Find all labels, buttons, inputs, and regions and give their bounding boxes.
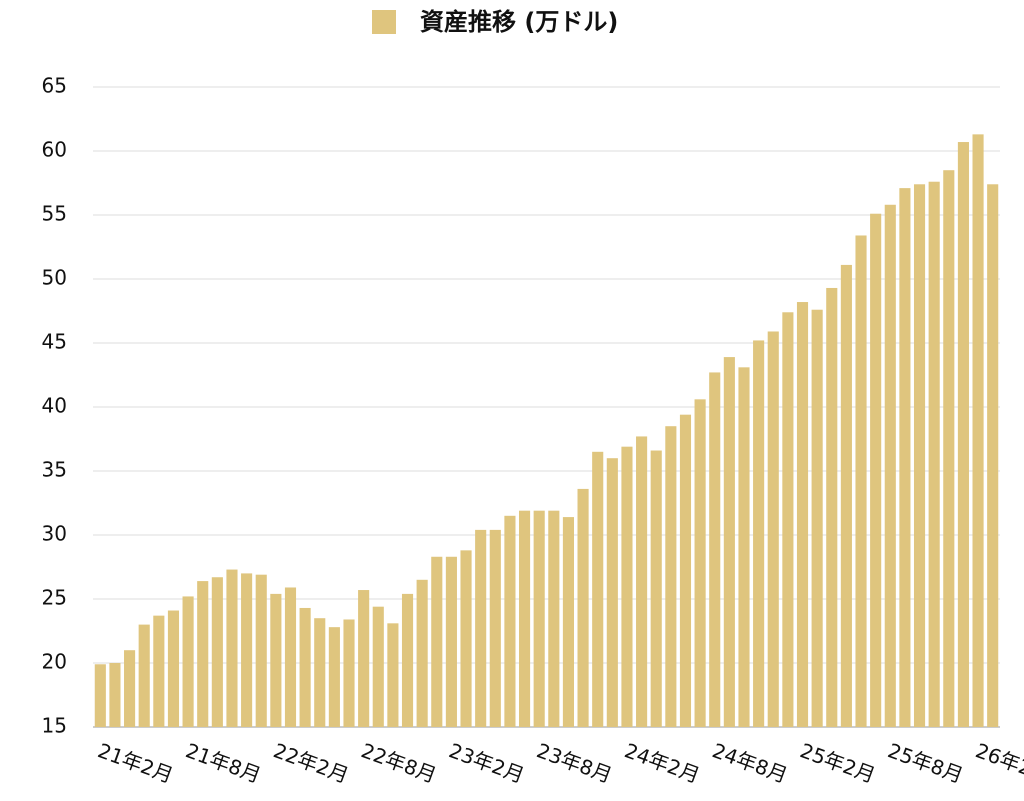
bar (943, 170, 955, 727)
bar (899, 188, 911, 727)
bar (972, 134, 984, 728)
bar (592, 451, 604, 727)
y-tick-label: 55 (42, 202, 67, 226)
y-tick-label: 25 (42, 586, 67, 610)
bar (153, 615, 165, 727)
bar (987, 184, 999, 727)
bar (226, 569, 238, 727)
bar (826, 287, 838, 727)
y-tick-label: 65 (42, 74, 67, 98)
y-tick-label: 30 (42, 522, 67, 546)
y-tick-label: 50 (42, 266, 67, 290)
x-tick-label: 21年2月 (95, 738, 177, 787)
bar (679, 414, 692, 727)
bar (431, 556, 443, 727)
bar (372, 606, 384, 727)
bar (562, 517, 575, 727)
legend-swatch (372, 10, 396, 34)
bar (299, 607, 311, 727)
bar (401, 593, 414, 727)
bar (197, 581, 209, 727)
bar (255, 574, 267, 727)
bar (270, 593, 282, 727)
bar (665, 426, 677, 727)
bar (840, 264, 852, 727)
bar (314, 618, 326, 727)
bar (548, 510, 560, 727)
y-tick-label: 40 (42, 394, 67, 418)
bar (416, 579, 428, 727)
x-tick-label: 24年2月 (621, 738, 703, 787)
x-tick-label: 26年2月 (972, 738, 1024, 787)
bar (694, 399, 706, 727)
bar (621, 446, 633, 727)
bar (109, 663, 121, 727)
y-tick-label: 45 (42, 330, 67, 354)
bar (182, 596, 194, 727)
bar (606, 458, 618, 727)
bar (913, 184, 926, 727)
bar (533, 510, 545, 727)
bar (358, 590, 370, 727)
bar (811, 309, 823, 727)
legend-label: 資産推移 (万ドル) (420, 8, 618, 36)
x-tick-label: 25年2月 (797, 738, 879, 787)
x-tick-label: 25年8月 (885, 738, 967, 787)
bar (138, 624, 150, 727)
bar (475, 529, 487, 727)
x-tick-label: 23年2月 (446, 738, 528, 787)
bar (709, 372, 721, 727)
bar (241, 573, 253, 727)
bar (328, 627, 340, 727)
bar (870, 213, 882, 728)
y-tick-label: 60 (42, 138, 67, 162)
x-tick-label: 21年8月 (182, 738, 264, 787)
bar (753, 340, 765, 727)
bar (782, 312, 794, 727)
bar (504, 515, 516, 727)
bar (387, 623, 399, 727)
bar (738, 367, 750, 727)
bar (577, 488, 589, 727)
bar (518, 510, 531, 727)
bar (723, 357, 735, 727)
bar (796, 302, 809, 727)
x-tick-label: 24年8月 (709, 738, 791, 787)
bar (460, 550, 472, 727)
bar (211, 577, 223, 727)
bar (957, 142, 969, 728)
bar (928, 181, 940, 728)
bar (636, 436, 648, 727)
x-tick-label: 22年2月 (270, 738, 352, 787)
y-tick-label: 35 (42, 458, 67, 482)
x-tick-label: 23年8月 (534, 738, 616, 787)
bar (343, 619, 355, 727)
y-tick-label: 15 (42, 714, 67, 738)
bar (94, 664, 106, 727)
x-tick-label: 22年8月 (358, 738, 440, 787)
y-tick-label: 20 (42, 650, 67, 674)
bar (124, 650, 136, 727)
bar (489, 529, 501, 727)
bar (767, 331, 779, 727)
bar (884, 204, 896, 727)
bar (855, 235, 867, 728)
bar (445, 556, 457, 727)
bar (650, 450, 662, 727)
bar (284, 587, 297, 727)
bar (167, 610, 180, 727)
